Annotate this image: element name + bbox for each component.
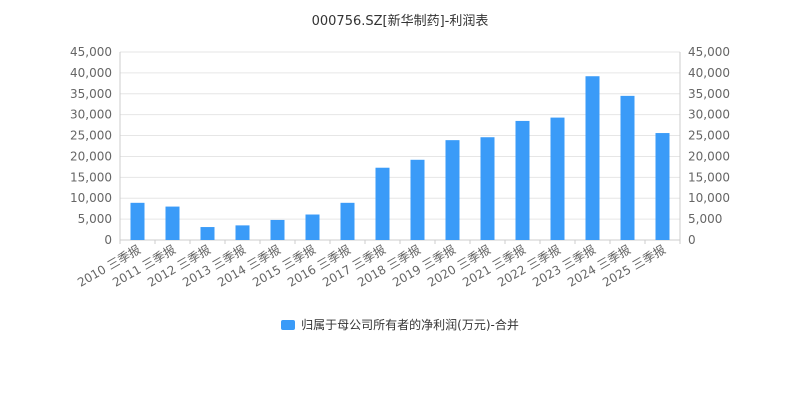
y-tick-label-left: 40,000	[70, 66, 112, 80]
y-tick-label-right: 20,000	[688, 149, 730, 163]
bar	[340, 202, 355, 240]
bar	[375, 167, 390, 240]
bar	[550, 117, 565, 240]
y-tick-label-right: 45,000	[688, 45, 730, 59]
bar	[515, 120, 530, 240]
y-tick-label-right: 35,000	[688, 87, 730, 101]
bars-layer	[130, 76, 670, 240]
bar	[130, 202, 145, 240]
y-tick-label-right: 15,000	[688, 170, 730, 184]
y-tick-label-left: 10,000	[70, 191, 112, 205]
y-tick-label-left: 30,000	[70, 108, 112, 122]
y-tick-label-right: 5,000	[688, 212, 722, 226]
bar	[235, 225, 250, 240]
bar	[620, 95, 635, 240]
bar	[200, 227, 215, 240]
legend-label: 归属于母公司所有者的净利润(万元)-合并	[301, 318, 519, 332]
y-tick-label-left: 5,000	[78, 212, 112, 226]
legend[interactable]: 归属于母公司所有者的净利润(万元)-合并	[0, 316, 800, 333]
y-tick-label-right: 40,000	[688, 66, 730, 80]
bar	[165, 206, 180, 240]
bar	[655, 133, 670, 240]
y-tick-label-right: 25,000	[688, 129, 730, 143]
bar	[270, 219, 285, 240]
y-tick-label-left: 15,000	[70, 170, 112, 184]
y-tick-label-right: 0	[688, 233, 696, 247]
bar	[585, 76, 600, 240]
chart-title: 000756.SZ[新华制药]-利润表	[311, 14, 489, 29]
bar	[445, 140, 460, 240]
y-tick-label-left: 0	[104, 233, 112, 247]
bar	[480, 137, 495, 240]
y-tick-label-left: 25,000	[70, 129, 112, 143]
bar	[305, 214, 320, 240]
bar	[410, 159, 425, 240]
y-tick-label-right: 10,000	[688, 191, 730, 205]
y-tick-label-left: 45,000	[70, 45, 112, 59]
legend-swatch	[281, 319, 296, 330]
y-tick-label-left: 20,000	[70, 149, 112, 163]
y-tick-label-right: 30,000	[688, 108, 730, 122]
y-tick-label-left: 35,000	[70, 87, 112, 101]
